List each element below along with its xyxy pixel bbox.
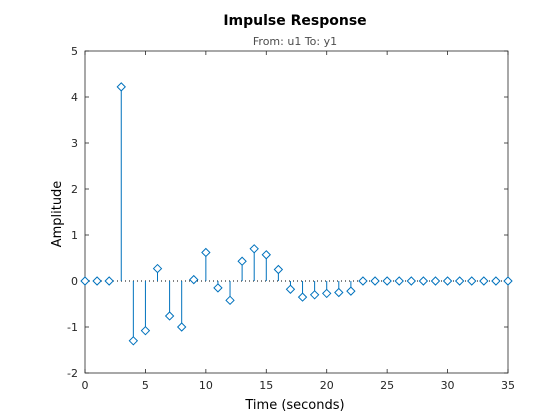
stem-marker: [358, 276, 368, 286]
x-tick-label: 10: [199, 379, 213, 392]
y-tick-label: 3: [71, 137, 78, 150]
stem-marker: [164, 311, 175, 321]
y-tick-label: -1: [67, 321, 78, 334]
stem-marker: [189, 274, 199, 285]
stem-marker: [237, 256, 247, 266]
stem-marker: [104, 276, 114, 286]
chart-title: Impulse Response: [223, 13, 366, 29]
stem-marker: [273, 264, 284, 275]
stem-marker: [382, 276, 392, 286]
stem-marker: [152, 263, 163, 274]
stem-marker: [467, 276, 477, 286]
x-tick-label: 5: [142, 379, 149, 392]
y-tick-label: 2: [71, 183, 78, 196]
stem-marker: [213, 283, 223, 293]
x-tick-label: 20: [320, 379, 334, 392]
x-tick-label: 0: [82, 379, 89, 392]
x-tick-label: 30: [441, 379, 455, 392]
stem-marker: [430, 276, 441, 286]
y-tick-label: 0: [71, 275, 78, 288]
stem-marker: [346, 286, 356, 296]
stem-marker: [285, 284, 296, 294]
stem-marker: [309, 290, 320, 300]
x-tick-label: 25: [380, 379, 394, 392]
y-tick-label: 1: [71, 229, 78, 242]
stem-marker: [249, 244, 259, 254]
stem-marker: [225, 295, 235, 306]
stem-marker: [370, 276, 380, 286]
stem-marker: [116, 82, 126, 92]
stem-marker: [261, 250, 271, 260]
stem-marker: [176, 322, 187, 332]
stem-marker: [92, 276, 102, 286]
stem-marker: [297, 292, 308, 302]
stem-marker: [503, 276, 513, 286]
y-tick-label: 5: [71, 45, 78, 58]
y-tick-label: 4: [71, 91, 78, 104]
plot-area: 0 5 10 15 20 25 30 35 -2 -1 0 1 2 3 4 5: [67, 45, 515, 392]
stem-marker: [454, 276, 465, 286]
stem-marker: [201, 247, 211, 258]
stem-marker: [479, 276, 489, 286]
y-axis-label: Amplitude: [50, 181, 65, 248]
stem-marker: [334, 287, 344, 298]
x-tick-label: 15: [259, 379, 273, 392]
stem-marker: [418, 276, 429, 286]
stem-marker: [491, 276, 501, 286]
stem-marker: [128, 336, 139, 346]
y-tick-label: -2: [67, 367, 78, 380]
stem-marker: [140, 325, 151, 336]
x-tick-label: 35: [501, 379, 515, 392]
stem-marker: [442, 276, 453, 286]
x-axis-label: Time (seconds): [244, 398, 344, 413]
stem-marker: [406, 276, 417, 286]
stem-marker: [80, 276, 90, 286]
stem-marker: [322, 288, 332, 299]
chart-subtitle: From: u1 To: y1: [253, 35, 337, 48]
plot-frame: [84, 50, 509, 374]
stem-marker: [394, 276, 404, 286]
